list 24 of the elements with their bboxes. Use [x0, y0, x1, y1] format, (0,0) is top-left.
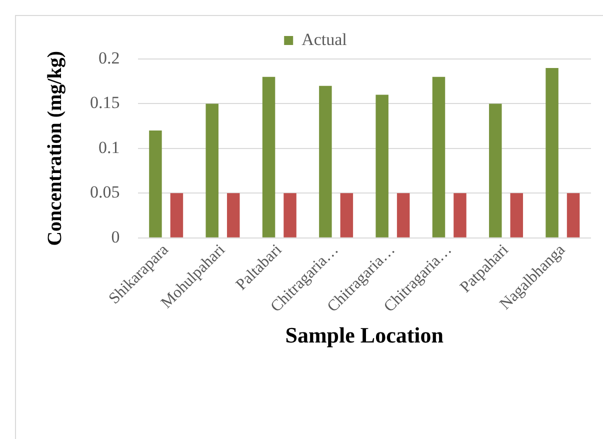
bar [566, 193, 580, 238]
bar [284, 193, 296, 238]
bar [489, 104, 502, 238]
bar [149, 130, 162, 238]
y-tick-label: 0.1 [98, 138, 120, 157]
x-axis-title: Sample Location [285, 322, 444, 348]
bar [454, 193, 466, 238]
legend-label: Actual [302, 30, 348, 49]
bar [396, 193, 410, 238]
bar [206, 104, 218, 238]
bar [319, 86, 332, 238]
bar [376, 94, 388, 238]
bar [546, 68, 558, 238]
bar [510, 193, 524, 238]
y-axis-title: Concentration (mg/kg) [44, 50, 66, 246]
y-tick-label: 0.05 [90, 182, 120, 202]
y-tick-label: 0.2 [98, 48, 120, 68]
bar [226, 193, 240, 238]
y-tick-label: 0.15 [90, 93, 120, 112]
bar [340, 193, 354, 238]
bar [170, 193, 184, 238]
bar [432, 76, 446, 238]
bar [262, 76, 276, 238]
y-tick-label: 0 [111, 227, 120, 246]
